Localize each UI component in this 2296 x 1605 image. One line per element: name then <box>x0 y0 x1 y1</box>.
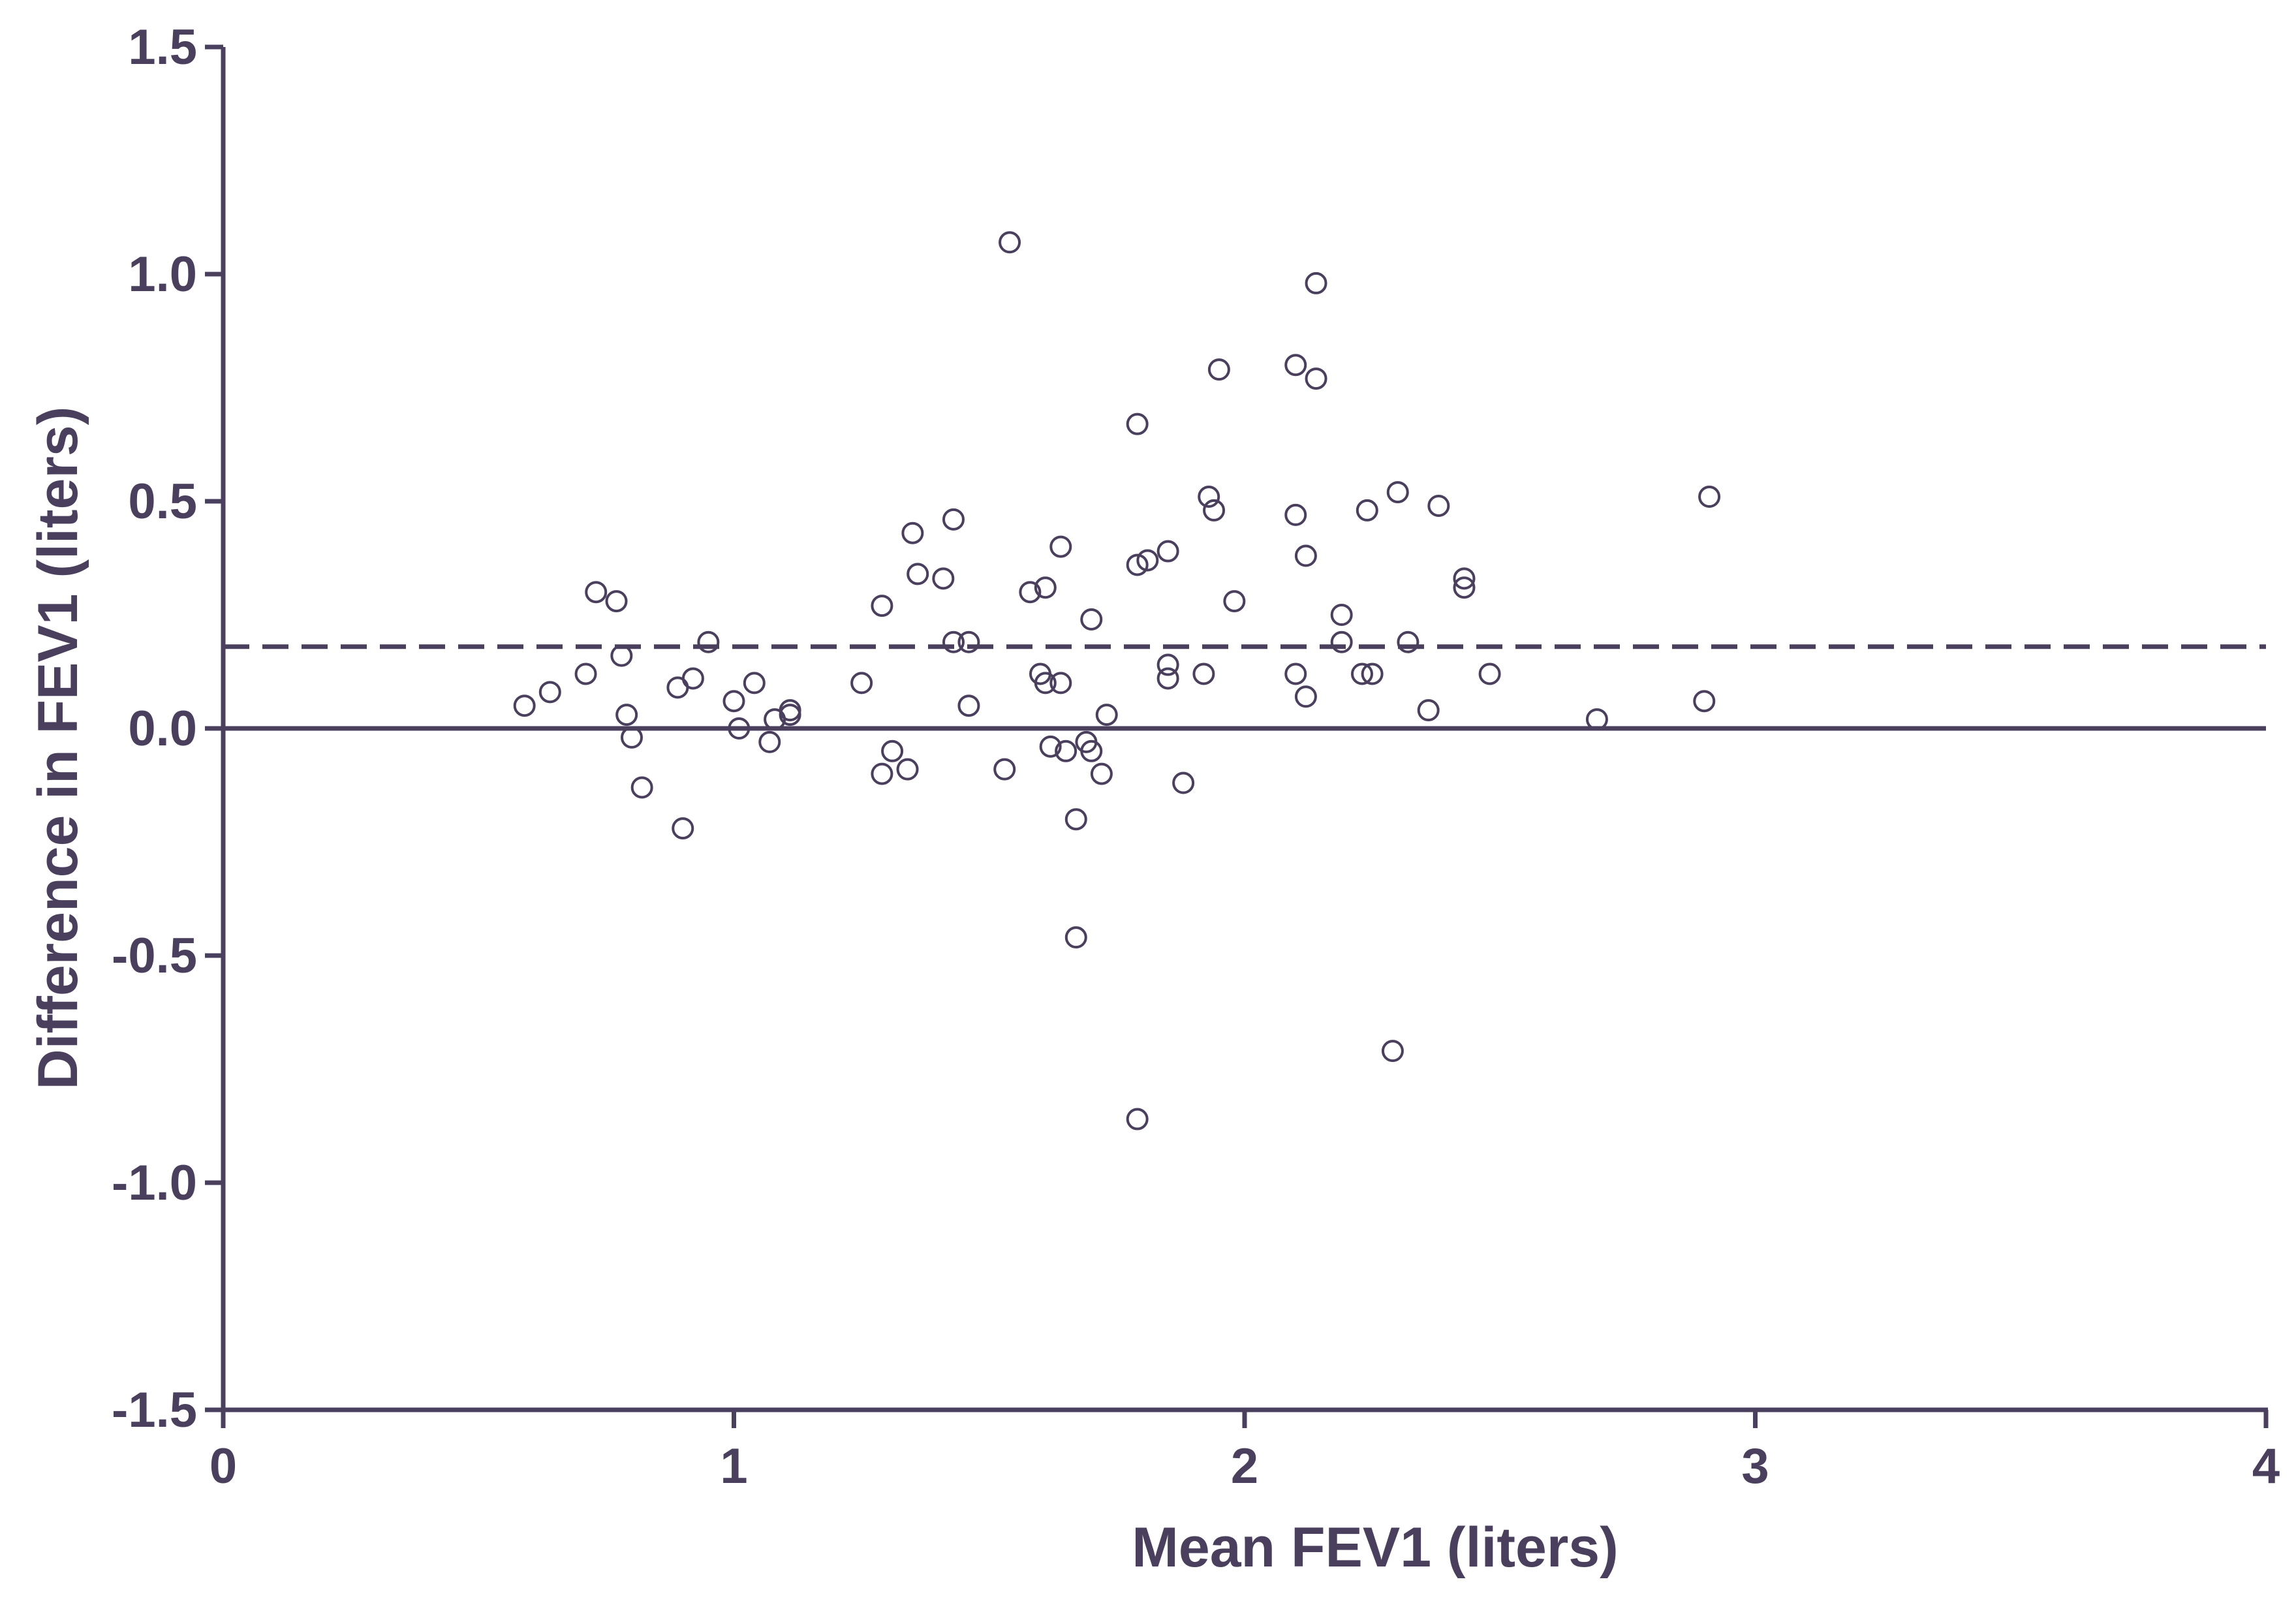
data-point <box>621 726 643 749</box>
data-point <box>722 690 745 713</box>
data-point <box>1126 553 1149 576</box>
data-point <box>1284 354 1307 377</box>
y-tick-label: -1.0 <box>112 1155 197 1211</box>
data-point <box>1156 653 1179 676</box>
x-tick-label: 3 <box>1741 1439 1769 1494</box>
data-point <box>1386 481 1409 504</box>
x-tick-label: 4 <box>2252 1439 2280 1494</box>
data-point <box>1305 272 1327 294</box>
data-point <box>605 590 628 613</box>
data-point <box>1294 685 1317 708</box>
data-point <box>1207 358 1230 381</box>
y-tick-label: -1.5 <box>112 1382 197 1438</box>
y-tick-label: 1.5 <box>128 20 197 75</box>
data-point <box>1049 535 1072 558</box>
data-points <box>513 231 1721 1130</box>
data-point <box>1136 549 1159 572</box>
data-point <box>1126 413 1149 435</box>
data-point <box>1330 631 1353 653</box>
data-point <box>999 231 1021 254</box>
data-point <box>779 699 801 722</box>
data-point <box>1156 667 1179 690</box>
data-point <box>993 758 1016 781</box>
reference-lines <box>223 644 2266 731</box>
data-point <box>850 672 873 694</box>
data-point <box>630 776 653 799</box>
data-point <box>942 631 965 653</box>
data-point <box>932 567 955 590</box>
data-point <box>1330 604 1353 626</box>
data-point <box>1064 808 1087 831</box>
x-tick-label: 1 <box>720 1439 747 1494</box>
data-point <box>1192 662 1215 685</box>
data-point <box>1427 494 1450 517</box>
data-point <box>1397 631 1419 653</box>
y-tick-label: 1.0 <box>128 247 197 302</box>
data-point <box>1172 771 1195 794</box>
data-point <box>1049 672 1072 694</box>
data-point <box>1417 699 1440 722</box>
data-point <box>1284 503 1307 526</box>
data-point <box>1294 544 1317 567</box>
x-tick-label: 2 <box>1231 1439 1258 1494</box>
data-point <box>1356 499 1378 522</box>
data-point <box>1361 662 1384 685</box>
data-point <box>1223 590 1246 613</box>
data-point <box>758 730 781 753</box>
data-point <box>1090 762 1113 785</box>
data-point <box>538 681 561 704</box>
data-point <box>1064 926 1087 949</box>
data-point <box>871 595 893 617</box>
data-point <box>1698 486 1721 508</box>
data-point <box>1156 540 1179 563</box>
data-point <box>871 762 893 785</box>
data-point <box>1693 690 1716 713</box>
data-point <box>896 758 919 781</box>
data-point <box>1126 1108 1149 1130</box>
data-point <box>1034 672 1057 694</box>
y-tick-label: -0.5 <box>112 928 197 984</box>
data-point <box>1055 740 1078 762</box>
data-point <box>957 694 980 717</box>
data-point <box>585 581 608 604</box>
data-point <box>1350 662 1373 685</box>
data-point <box>610 644 633 667</box>
data-point <box>1585 708 1608 731</box>
data-point <box>1039 735 1062 758</box>
data-point <box>1381 1040 1404 1063</box>
data-point <box>1080 740 1103 762</box>
data-point <box>697 631 720 653</box>
x-axis-title: Mean FEV1 (liters) <box>1132 1516 1619 1579</box>
data-point <box>681 667 704 690</box>
data-point <box>957 631 980 653</box>
data-point <box>1478 662 1501 685</box>
x-tick-label: 0 <box>209 1439 237 1494</box>
data-point <box>574 662 597 685</box>
data-point <box>1284 662 1307 685</box>
data-point <box>1198 486 1220 508</box>
data-point <box>1453 567 1476 590</box>
data-point <box>1080 608 1103 631</box>
data-point <box>728 717 751 740</box>
data-point <box>615 704 638 726</box>
data-point <box>1095 704 1118 726</box>
data-point <box>743 672 766 694</box>
data-point <box>1453 576 1476 599</box>
y-axis-title: Difference in FEV1 (liters) <box>27 407 89 1090</box>
data-point <box>942 508 965 531</box>
axes <box>205 44 2269 1428</box>
y-tick-label: 0.0 <box>128 701 197 756</box>
data-point <box>513 694 536 717</box>
y-tick-label: 0.5 <box>128 474 197 529</box>
data-point <box>907 563 929 585</box>
data-point <box>1019 581 1042 604</box>
data-point <box>901 522 924 544</box>
data-point <box>1203 499 1226 522</box>
data-point <box>881 740 904 762</box>
data-point <box>1305 367 1327 390</box>
tick-labels: 1.5 1.0 0.5 0.0 -0.5 -1.0 -1.50 1 2 3 4 <box>112 20 2280 1494</box>
data-point <box>672 817 694 840</box>
data-point <box>1034 576 1057 599</box>
